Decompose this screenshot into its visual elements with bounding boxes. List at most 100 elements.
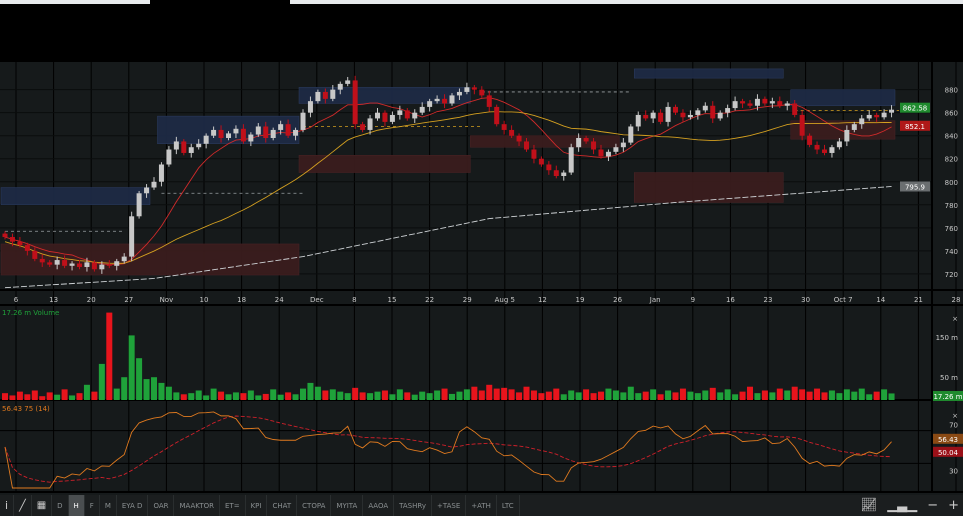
candle xyxy=(91,262,97,270)
timeframe-button[interactable]: TASHRy xyxy=(394,495,432,516)
candle xyxy=(144,187,150,194)
timeframe-button[interactable]: OAR xyxy=(148,495,175,516)
volume-bar xyxy=(39,396,46,400)
zoom-in-icon[interactable]: + xyxy=(948,498,959,513)
timeframe-button[interactable]: MYITA xyxy=(331,495,364,516)
candle xyxy=(99,264,105,270)
price-tick-label: 780 xyxy=(945,202,958,210)
timeframe-button[interactable]: +ATH xyxy=(466,495,497,516)
timeframe-button[interactable]: LTC xyxy=(497,495,520,516)
timeframe-button[interactable]: D xyxy=(52,495,69,516)
volume-bar xyxy=(285,392,292,400)
candle xyxy=(732,101,738,109)
candle xyxy=(188,147,194,153)
candle xyxy=(218,129,224,138)
timeframe-button[interactable]: KPI xyxy=(246,495,268,516)
demand-zone xyxy=(790,120,896,140)
timeframe-button[interactable]: +TASE xyxy=(432,495,467,516)
candle xyxy=(456,91,462,96)
volume-bar xyxy=(694,393,701,400)
candle xyxy=(762,98,768,104)
candle xyxy=(658,112,664,122)
candle xyxy=(375,112,380,119)
volume-bar xyxy=(322,390,329,400)
candle xyxy=(836,141,842,148)
volume-bar xyxy=(158,382,165,400)
candle xyxy=(613,147,619,152)
candle xyxy=(77,263,82,267)
volume-bar xyxy=(583,389,590,400)
candle xyxy=(226,133,231,138)
volume-bar xyxy=(314,386,321,400)
stock-chart[interactable]: 6 13 20 27 Nov 10 18 24 Dec 8 15 22 29 Aug 5 12 19 26 Jan… xyxy=(0,62,963,495)
volume-bar xyxy=(687,391,694,400)
rsi-tick-label: 30 xyxy=(949,467,958,475)
volume-bar xyxy=(173,392,180,400)
timeframe-button[interactable]: CHAT xyxy=(267,495,298,516)
date-tick-label: 28 xyxy=(952,296,961,304)
volume-bar xyxy=(195,390,202,400)
window-top-notch xyxy=(150,0,290,5)
candle xyxy=(635,114,641,127)
volume-bar xyxy=(426,393,433,400)
volume-bar xyxy=(9,395,16,400)
candle xyxy=(39,258,45,263)
candle xyxy=(591,141,597,150)
timeframe-button[interactable]: MAAKTOR xyxy=(174,495,220,516)
timeframe-button[interactable]: ET= xyxy=(220,495,246,516)
timeframe-button[interactable]: EYA D xyxy=(117,495,149,516)
chart-type-icon[interactable]: 📈︎ xyxy=(860,498,878,513)
rsi-badge xyxy=(933,433,963,444)
demand-zone xyxy=(470,135,620,148)
volume-bar xyxy=(83,384,90,400)
volume-bar xyxy=(69,395,76,400)
candle xyxy=(293,129,299,136)
info-icon[interactable]: i xyxy=(0,495,15,516)
volume-bar xyxy=(98,363,105,400)
date-tick-label: 16 xyxy=(726,296,735,304)
date-tick-label: 22 xyxy=(425,296,434,304)
candle xyxy=(740,101,746,104)
draw-line-icon[interactable]: ╱ xyxy=(14,495,32,516)
candle xyxy=(114,261,120,266)
date-tick-label: 20 xyxy=(87,296,96,304)
volume-bar xyxy=(411,394,418,400)
candle xyxy=(680,112,686,118)
volume-bar xyxy=(806,391,813,400)
timeframe-button[interactable]: M xyxy=(100,495,117,516)
volume-bar xyxy=(329,389,336,400)
date-tick-label: Jan xyxy=(649,296,661,304)
volume-bar xyxy=(106,312,113,400)
candle xyxy=(397,110,403,115)
candle xyxy=(516,135,522,142)
volume-bar xyxy=(180,394,187,400)
date-tick-label: 14 xyxy=(876,296,885,304)
candle xyxy=(598,149,604,157)
timeframe-button[interactable]: F xyxy=(85,495,100,516)
volume-bar xyxy=(620,392,627,400)
zoom-out-icon[interactable]: − xyxy=(927,498,939,513)
candle xyxy=(442,98,448,104)
candle xyxy=(32,250,38,259)
date-tick-label: 10 xyxy=(200,296,209,304)
candle xyxy=(419,106,425,113)
volume-bar xyxy=(463,389,470,400)
bars-icon[interactable]: ▁▃▁ xyxy=(887,498,918,513)
volume-bar xyxy=(136,358,143,400)
volume-bar xyxy=(232,392,239,400)
candle xyxy=(270,129,276,138)
volume-bar xyxy=(240,393,247,400)
volume-bar xyxy=(389,394,396,400)
candle xyxy=(84,262,90,267)
candle xyxy=(665,106,671,122)
candle xyxy=(881,112,887,118)
timeframe-button[interactable]: H xyxy=(68,495,85,516)
volume-bar xyxy=(754,393,761,400)
grid-icon[interactable]: ▦ xyxy=(32,495,53,516)
candle xyxy=(494,106,500,125)
volume-bar xyxy=(530,390,537,400)
candle xyxy=(784,103,790,106)
timeframe-button[interactable]: CTOPA xyxy=(297,495,332,516)
timeframe-button[interactable]: AAOA xyxy=(363,495,395,516)
candle xyxy=(449,95,455,104)
